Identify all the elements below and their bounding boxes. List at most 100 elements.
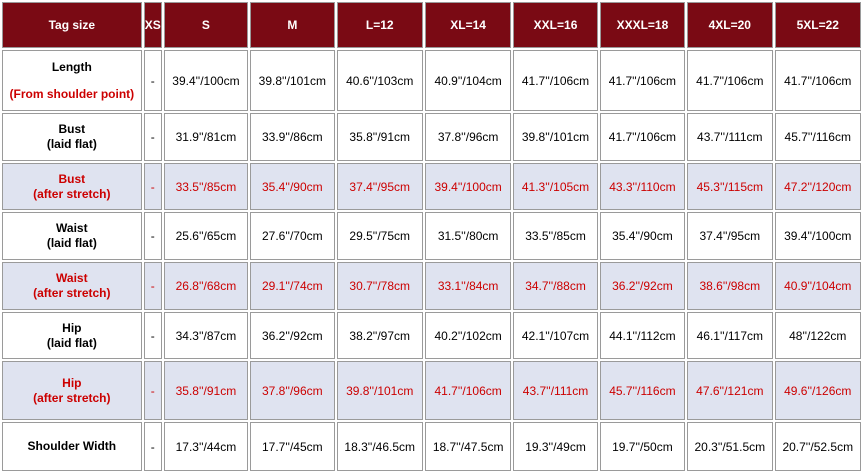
table-row: Waist (laid flat) -25.6''/65cm 27.6''/70cm 2… (2, 212, 861, 260)
size-cell: 25.6''/65cm (163, 212, 249, 260)
size-cell: 40.6''/103cm (336, 50, 423, 111)
size-cell: 45.3''/115cm (687, 163, 773, 210)
size-cell: 40.9''/104cm (774, 262, 861, 310)
label-line: Bust (58, 122, 86, 136)
size-cell: 42.1''/107cm (513, 312, 598, 359)
size-cell: 37.8''/96cm (250, 361, 335, 420)
size-cell: 41.7''/106cm (599, 50, 686, 111)
header-cell: 5XL=22 (774, 2, 861, 48)
label-line: (laid flat) (46, 137, 97, 151)
size-cell: 33.5''/85cm (513, 212, 598, 260)
size-cell: 17.3''/44cm (163, 422, 249, 471)
table-row: Bust (laid flat) -31.9''/81cm 33.9''/86cm 35… (2, 113, 861, 161)
size-cell: - (143, 113, 162, 161)
header-cell: Tag size (2, 2, 142, 48)
table-row: Shoulder Width -17.3''/44cm 17.7''/45cm 18.… (2, 422, 861, 471)
size-cell: 40.2''/102cm (424, 312, 512, 359)
row-label: Bust (after stretch) (2, 163, 142, 210)
size-cell: 39.4''/100cm (163, 50, 249, 111)
size-cell: 34.7''/88cm (513, 262, 598, 310)
header-cell: XXXL=18 (599, 2, 686, 48)
header-cell: L=12 (336, 2, 423, 48)
table-row: Waist (after stretch) -26.8''/68cm 29.1''/7… (2, 262, 861, 310)
size-cell: 41.7''/106cm (424, 361, 512, 420)
size-cell: 38.6''/98cm (687, 262, 773, 310)
size-cell: 49.6''/126cm (774, 361, 861, 420)
size-cell: 41.7''/106cm (774, 50, 861, 111)
header-cell: XXL=16 (513, 2, 598, 48)
size-cell: 37.4''/95cm (336, 163, 423, 210)
row-label: Hip (laid flat) (2, 312, 142, 359)
size-cell: - (143, 262, 162, 310)
size-cell: 38.2''/97cm (336, 312, 423, 359)
size-cell: 35.4''/90cm (599, 212, 686, 260)
row-label: Waist (laid flat) (2, 212, 142, 260)
header-cell: XL=14 (424, 2, 512, 48)
table-row: Bust (after stretch) -33.5''/85cm 35.4''/90… (2, 163, 861, 210)
size-cell: 41.7''/106cm (687, 50, 773, 111)
size-cell: 20.7''/52.5cm (774, 422, 861, 471)
size-cell: 39.4''/100cm (424, 163, 512, 210)
label-line: (From shoulder point) (9, 86, 135, 101)
header-cell: 4XL=20 (687, 2, 773, 48)
size-cell: 29.5''/75cm (336, 212, 423, 260)
size-cell: 36.2''/92cm (250, 312, 335, 359)
size-cell: 39.8''/101cm (336, 361, 423, 420)
label-line: (laid flat) (46, 335, 97, 350)
table-row: Hip (after stretch) -35.8''/91cm 37.8''/96c… (2, 361, 861, 420)
row-label: Length (From shoulder point) (2, 50, 142, 111)
label-line: (after stretch) (33, 286, 111, 300)
size-cell: 35.4''/90cm (250, 163, 335, 210)
header-cell: S (163, 2, 249, 48)
size-cell: - (143, 422, 162, 471)
size-cell: 31.5''/80cm (424, 212, 512, 260)
size-cell: 33.9''/86cm (250, 113, 335, 161)
size-cell: 46.1''/117cm (687, 312, 773, 359)
table-row: Length (From shoulder point) -39.4''/100cm… (2, 50, 861, 111)
row-label: Bust (laid flat) (2, 113, 142, 161)
size-cell: 19.7''/50cm (599, 422, 686, 471)
size-cell: - (143, 212, 162, 260)
size-cell: 43.7''/111cm (513, 361, 598, 420)
size-cell: 31.9''/81cm (163, 113, 249, 161)
size-cell: 17.7''/45cm (250, 422, 335, 471)
label-line: Length (51, 59, 92, 74)
size-cell: 37.4''/95cm (687, 212, 773, 260)
label-line: Shoulder Width (27, 439, 117, 453)
size-cell: 26.8''/68cm (163, 262, 249, 310)
row-label: Shoulder Width (2, 422, 142, 471)
size-cell: 34.3''/87cm (163, 312, 249, 359)
label-line: Bust (58, 171, 86, 186)
size-cell: 39.4''/100cm (774, 212, 861, 260)
label-line: (after stretch) (33, 390, 111, 405)
size-cell: 36.2''/92cm (599, 262, 686, 310)
size-cell: - (143, 163, 162, 210)
label-line: Waist (56, 221, 88, 235)
size-cell: 41.7''/106cm (513, 50, 598, 111)
size-cell: 18.7''/47.5cm (424, 422, 512, 471)
size-cell: 33.5''/85cm (163, 163, 249, 210)
table-row: Hip (laid flat) -34.3''/87cm 36.2''/92cm 38.… (2, 312, 861, 359)
size-cell: 30.7''/78cm (336, 262, 423, 310)
label-line: (laid flat) (46, 236, 97, 250)
size-cell: 47.2''/120cm (774, 163, 861, 210)
label-line: (after stretch) (33, 186, 111, 201)
size-cell: 19.3''/49cm (513, 422, 598, 471)
label-line: Waist (56, 271, 88, 285)
size-cell: 39.8''/101cm (250, 50, 335, 111)
size-cell: 44.1''/112cm (599, 312, 686, 359)
size-cell: 33.1''/84cm (424, 262, 512, 310)
size-cell: 18.3''/46.5cm (336, 422, 423, 471)
size-cell: 45.7''/116cm (774, 113, 861, 161)
size-cell: 48''/122cm (774, 312, 861, 359)
size-cell: 40.9''/104cm (424, 50, 512, 111)
size-cell: 29.1''/74cm (250, 262, 335, 310)
size-cell: 20.3''/51.5cm (687, 422, 773, 471)
label-line: Hip (62, 375, 82, 390)
size-cell: 45.7''/116cm (599, 361, 686, 420)
size-cell: - (143, 312, 162, 359)
header-cell: M (250, 2, 335, 48)
size-cell: 41.3''/105cm (513, 163, 598, 210)
